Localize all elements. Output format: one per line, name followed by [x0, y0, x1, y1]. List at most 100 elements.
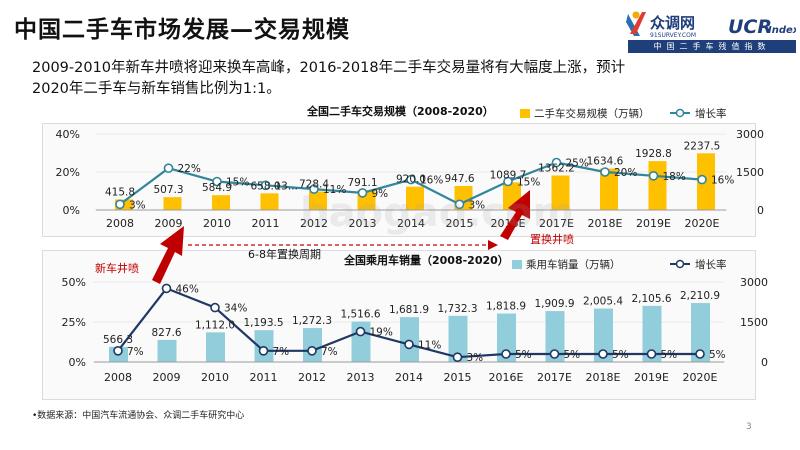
slide-title: 中国二手车市场发展—交易规模 [14, 17, 350, 43]
chart1-growth-point [503, 176, 513, 187]
chart2-x-tick: 2011 [250, 371, 278, 384]
chart2-bar [400, 317, 419, 362]
chart1-growth-label: 22% [178, 163, 201, 175]
replace-boom-arrow-icon [500, 190, 530, 240]
chart2-legend-bar-swatch [512, 260, 522, 269]
chart2-bar [545, 311, 565, 362]
chart2-bar [448, 315, 468, 362]
chart1-bar-label: 658.0 [250, 180, 280, 192]
chart2-legend: 乘用车销量（万辆） 增长率 [512, 258, 727, 271]
chart1-growth-label: 18% [663, 171, 686, 183]
chart2-bar-label: 1,193.5 [243, 317, 283, 329]
chart1-bar-label: 1634.6 [587, 156, 624, 168]
chart2-legend-line-label: 增长率 [695, 258, 727, 271]
chart1-legend-bar-swatch [520, 109, 530, 118]
chart2-bar-label: 1,272.3 [292, 315, 332, 327]
chart2-growth-label: 3% [467, 352, 484, 364]
chart1-x-tick: 2014 [397, 217, 425, 230]
chart2-x-tick: 2008 [104, 371, 132, 384]
chart1-x-tick: 2020E [685, 217, 720, 230]
chart1-x-tick: 2011 [252, 217, 280, 230]
chart2-x-tick: 2016E [489, 371, 524, 384]
chart1-x-tick: 2010 [203, 217, 231, 230]
subtitle-line-1: 2009-2010年新车井喷将迎来换车高峰，2016-2018年二手车交易量将有… [32, 60, 626, 76]
brand-url-text: 91SURVEY.COM [650, 32, 696, 39]
chart2-x-tick: 2017E [537, 371, 572, 384]
chart2-x-tick: 2018E [586, 371, 621, 384]
chart2-legend-bar-label: 乘用车销量（万辆） [526, 258, 621, 271]
index-logo-sub: Index [768, 25, 796, 36]
chart1-y-right-tick: 0 [757, 204, 764, 217]
brand-tagline-bar: 中国二手车残值指数 [628, 40, 796, 53]
chart2-bar-label: 1,732.3 [437, 303, 477, 315]
chart1-bar-label: 584.9 [202, 182, 232, 194]
chart1-bar-label: 1089.7 [490, 169, 527, 181]
chart2-bar-label: 1,516.6 [340, 309, 380, 321]
chart2-title: 全国乘用车销量（2008-2020） [343, 253, 509, 267]
chart1-y-right-tick: 3000 [736, 128, 764, 141]
brand-logo: 众调网 91SURVEY.COM UCR Index [626, 11, 796, 39]
chart1-bar [600, 168, 618, 210]
chart2-x-tick: 2015 [444, 371, 472, 384]
chart2-growth-label: 34% [224, 303, 247, 315]
chart2-legend-line-marker [675, 259, 685, 269]
chart1-x-tick: 2008 [106, 217, 134, 230]
chart1-bar [309, 191, 327, 210]
new-car-boom-arrow-icon [152, 226, 184, 284]
chart2-bar [303, 328, 322, 362]
chart2-growth-point [404, 339, 414, 350]
chart2-bar [691, 303, 710, 362]
chart1-growth-point [551, 157, 562, 168]
chart1-growth-label: 16% [711, 175, 734, 187]
chart2-x-tick: 2019E [634, 371, 669, 384]
chart1-growth-point [212, 176, 222, 187]
chart1-growth-point [697, 174, 707, 185]
chart2-y-right-tick: 0 [761, 356, 768, 369]
chart1-legend-line-marker [675, 108, 685, 118]
chart2-growth-point [501, 349, 511, 359]
chart2-x-tick: 2010 [201, 371, 229, 384]
chart1-bar [406, 186, 424, 210]
replace-cycle-label: 6-8年置换周期 [248, 247, 321, 261]
chart2-x-tick: 2020E [683, 371, 718, 384]
chart1-bar [648, 161, 667, 210]
chart1-growth-point [309, 184, 319, 194]
chart2-bar-label: 1,681.9 [389, 304, 429, 316]
chart1-growth-point [406, 174, 416, 185]
watermark: baogao.com [300, 190, 575, 236]
chart2-growth-label: 7% [321, 346, 338, 358]
chart1-bar [551, 175, 570, 210]
chart1-frame [42, 123, 756, 237]
chart2-growth-point [598, 349, 608, 359]
subtitle-line-2: 2020年二手车与新车销售比例为1:1。 [32, 81, 281, 97]
chart2-y-right-tick: 3000 [740, 276, 768, 289]
chart1-legend-bar-label: 二手车交易规模（万辆） [534, 107, 650, 120]
chart1-growth-label: 25% [566, 158, 589, 170]
chart1-legend: 二手车交易规模（万辆） 增长率 [520, 107, 727, 120]
chart2-y-left-tick: 25% [62, 316, 86, 329]
chart1-y-left-tick: 20% [56, 166, 80, 179]
chart2-growth-point [113, 345, 123, 356]
brand-mark-icon [626, 11, 646, 36]
chart1-bar-label: 1362.2 [538, 162, 575, 174]
chart1-growth-label: 3% [129, 199, 146, 211]
chart2-growth-label: 5% [709, 349, 726, 361]
source-note: •数据来源：中国汽车流通协会、众调二手车研究中心 [32, 411, 245, 421]
chart1-bar-label: 415.8 [105, 186, 135, 198]
chart1-growth-label: 3% [469, 199, 486, 211]
annotation-layer: 新车井喷 6-8年置换周期 置换井喷 [95, 190, 574, 284]
chart1-x-tick: 2012 [300, 217, 328, 230]
chart1-growth-label: 20% [614, 167, 637, 179]
chart1-bar-label: 507.3 [153, 184, 183, 196]
chart1-growth-label: 16% [420, 175, 443, 187]
chart1-bar-label: 791.1 [347, 177, 377, 189]
chart1-y-left-tick: 0% [63, 204, 80, 217]
chart2-growth-label: 7% [127, 346, 144, 358]
index-logo-text: UCR [728, 16, 772, 38]
chart1-legend-line-label: 增长率 [695, 107, 727, 120]
chart1-growth-point [163, 163, 174, 173]
chart2-plot: 0% 25% 50% 0 1500 3000 2008 2009 2010 2011 2012 201… [62, 258, 768, 384]
chart2-growth-point [258, 345, 269, 356]
chart1-x-tick: 2009 [155, 217, 183, 230]
